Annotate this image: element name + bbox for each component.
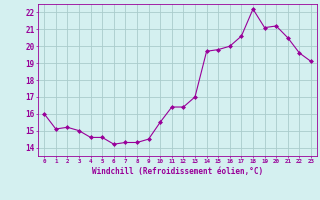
X-axis label: Windchill (Refroidissement éolien,°C): Windchill (Refroidissement éolien,°C) — [92, 167, 263, 176]
